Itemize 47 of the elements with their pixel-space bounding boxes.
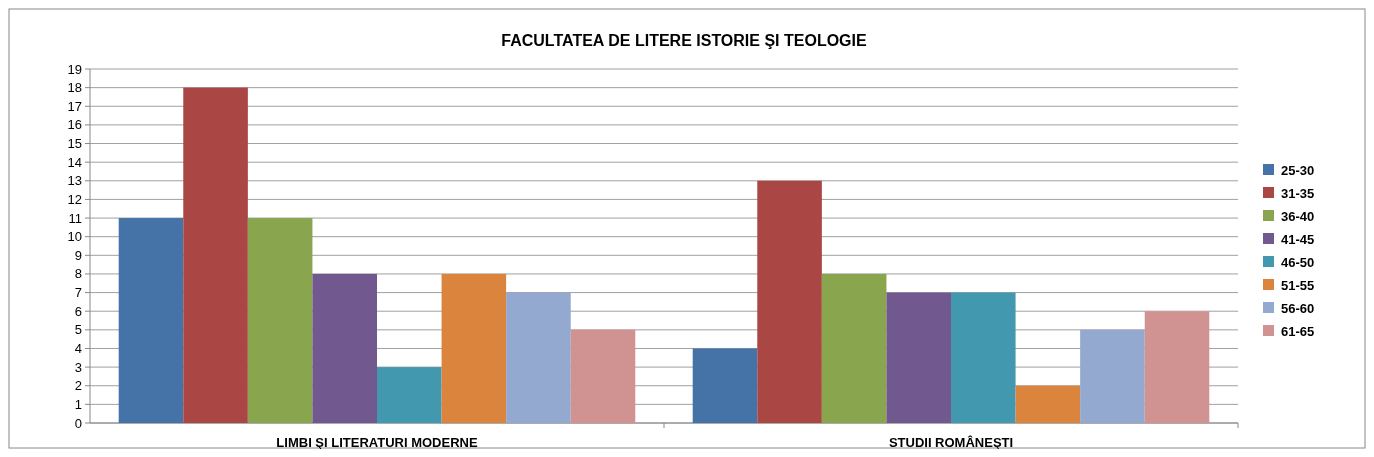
legend-label: 56-60 bbox=[1281, 300, 1315, 316]
y-tick-label: 15 bbox=[67, 136, 82, 152]
y-tick-label: 11 bbox=[68, 210, 82, 226]
y-tick-label: 10 bbox=[67, 229, 82, 245]
legend-label: 41-45 bbox=[1281, 231, 1315, 247]
legend-label: 31-35 bbox=[1281, 185, 1315, 201]
y-tick-label: 2 bbox=[74, 378, 82, 394]
bar bbox=[1080, 329, 1145, 423]
legend-label: 51-55 bbox=[1281, 277, 1315, 293]
bar bbox=[183, 87, 248, 423]
legend-label: 61-65 bbox=[1281, 323, 1315, 339]
bar bbox=[441, 273, 507, 423]
bar bbox=[312, 273, 377, 423]
legend-label: 36-40 bbox=[1281, 208, 1315, 224]
y-tick-label: 8 bbox=[74, 266, 82, 282]
y-tick-label: 17 bbox=[67, 98, 82, 114]
chart-title: FACULTATEA DE LITERE ISTORIE ŞI TEOLOGIE bbox=[501, 32, 867, 49]
x-tick-label: STUDII ROMÂNEŞTI bbox=[888, 435, 1014, 450]
y-tick-label: 5 bbox=[74, 322, 82, 338]
y-tick-label: 18 bbox=[67, 80, 82, 96]
bar bbox=[118, 218, 184, 423]
y-tick-label: 4 bbox=[74, 341, 82, 357]
y-tick-label: 1 bbox=[74, 396, 82, 412]
bar bbox=[821, 273, 887, 423]
bar bbox=[757, 180, 822, 423]
bar bbox=[377, 367, 442, 423]
legend-label: 46-50 bbox=[1281, 254, 1315, 270]
y-tick-label: 16 bbox=[67, 117, 82, 133]
bar bbox=[1015, 385, 1081, 423]
y-tick-label: 0 bbox=[74, 415, 82, 431]
bar bbox=[692, 348, 758, 423]
y-tick-label: 19 bbox=[67, 61, 82, 77]
bar bbox=[506, 292, 571, 423]
y-tick-label: 6 bbox=[74, 303, 82, 319]
y-tick-label: 13 bbox=[67, 173, 82, 189]
bar bbox=[951, 292, 1016, 423]
legend-label: 25-30 bbox=[1281, 162, 1315, 178]
y-tick-label: 3 bbox=[74, 359, 82, 375]
bar bbox=[247, 218, 313, 423]
y-tick-label: 12 bbox=[67, 191, 82, 207]
bar bbox=[1144, 311, 1210, 423]
x-tick-label: LIMBI ŞI LITERATURI MODERNE bbox=[276, 435, 478, 450]
y-tick-label: 7 bbox=[74, 285, 82, 301]
y-tick-label: 14 bbox=[67, 154, 82, 170]
bar bbox=[570, 329, 636, 423]
y-tick-label: 9 bbox=[74, 247, 82, 263]
bar bbox=[886, 292, 951, 423]
